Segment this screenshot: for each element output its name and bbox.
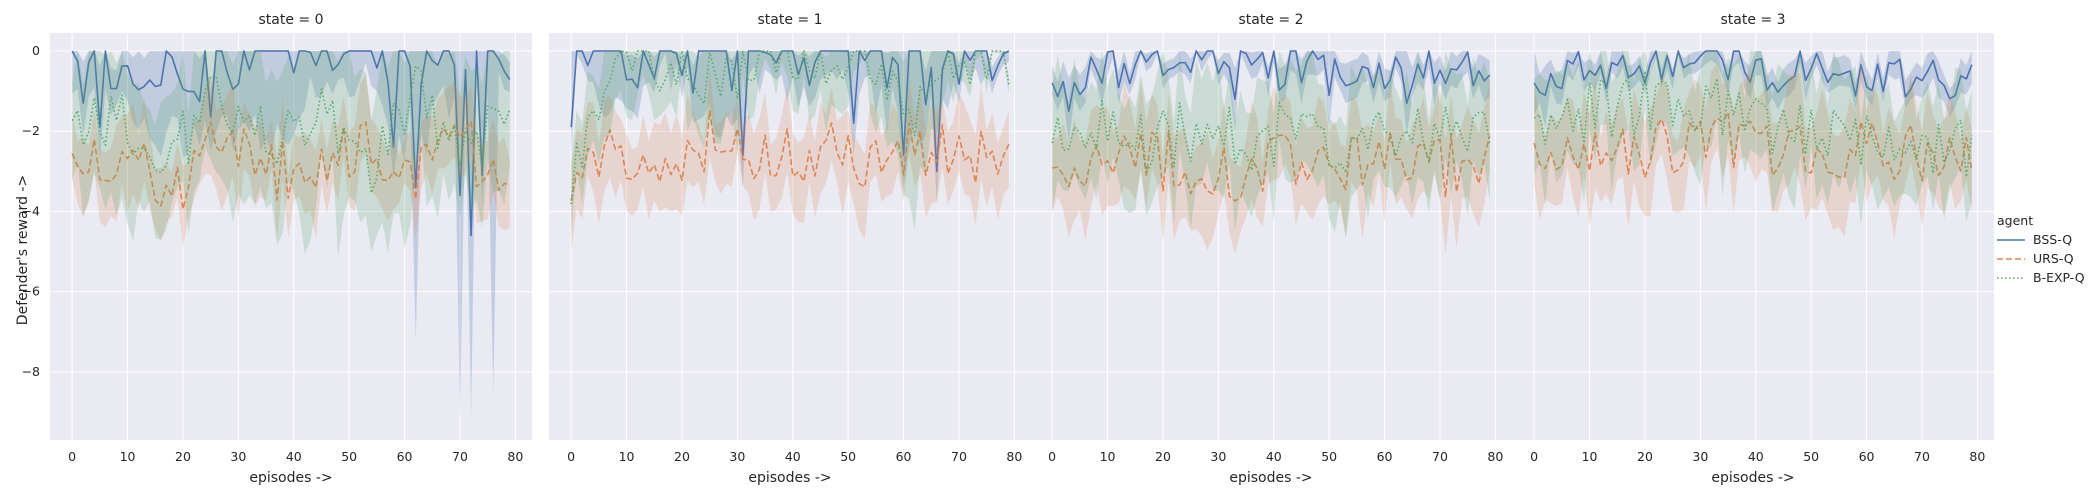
panel-title-1: state = 1 [757, 12, 822, 28]
panel-1: 0 10 20 30 40 50 60 70 80 state = 1 episodes -> [549, 12, 1031, 486]
legend-item-b-exp-q: B-EXP-Q [1997, 270, 2085, 285]
x-tick-label: 30 [1210, 449, 1226, 464]
x-axis-label-0: episodes -> [249, 470, 332, 486]
x-axis-label-3: episodes -> [1711, 470, 1794, 486]
x-tick-label: 20 [1637, 449, 1653, 464]
series-line-b-exp-q-panel-2 [1051, 99, 1491, 175]
panel-2: 0 10 20 30 40 50 60 70 80 state = 2 episodes -> [1030, 12, 1512, 486]
x-tick-label: 20 [674, 449, 690, 464]
x-tick-label: 10 [1582, 449, 1598, 464]
y-tick-label: −4 [22, 203, 40, 218]
series-line-urs-q-panel-0 [71, 120, 511, 210]
x-axis-label-1: episodes -> [748, 470, 831, 486]
x-tick-label: 40 [1748, 449, 1764, 464]
x-tick-label: 0 [567, 449, 575, 464]
legend-label-b-exp-q: B-EXP-Q [2033, 270, 2085, 285]
series-line-bss-q-panel-2 [1051, 50, 1491, 112]
x-tick-label: 40 [785, 449, 801, 464]
band-b-exp-q-panel-2 [1052, 51, 1490, 239]
band-b-exp-q-panel-1 [571, 51, 1009, 234]
x-tick-label: 30 [1692, 449, 1708, 464]
panel-0: 0 10 20 30 40 50 60 70 80 0 −2 −4 −6 −8 state = 0 episo… [22, 12, 532, 486]
x-tick-label: 80 [1006, 449, 1022, 464]
panel-title-0: state = 0 [258, 12, 323, 28]
panel-title-3: state = 3 [1720, 12, 1785, 28]
x-tick-label: 50 [840, 449, 856, 464]
band-bss-q-panel-2 [1052, 51, 1490, 144]
y-tick-label: −8 [22, 364, 40, 379]
band-b-exp-q-panel-3 [1534, 51, 1972, 226]
x-tick-label: 60 [896, 449, 912, 464]
legend-label-urs-q: URS-Q [2033, 251, 2074, 266]
x-tick-label: 70 [951, 449, 967, 464]
y-tick-label: 0 [32, 43, 40, 58]
legend-title: agent [1997, 213, 2033, 228]
x-tick-label: 60 [1377, 449, 1393, 464]
series-line-urs-q-panel-1 [570, 109, 1010, 202]
y-tick-label: −6 [22, 284, 40, 299]
x-tick-label: 60 [1859, 449, 1875, 464]
x-tick-label: 70 [452, 449, 468, 464]
x-tick-label: 40 [1266, 449, 1282, 464]
legend-label-bss-q: BSS-Q [2033, 232, 2072, 247]
panel-title-2: state = 2 [1238, 12, 1303, 28]
x-tick-label: 80 [507, 449, 523, 464]
x-tick-label: 80 [1969, 449, 1985, 464]
band-urs-q-panel-2 [1052, 78, 1490, 256]
band-urs-q-panel-3 [1534, 58, 1972, 239]
x-tick-label: 10 [1100, 449, 1116, 464]
x-tick-label: 30 [230, 449, 246, 464]
x-tick-label: 0 [68, 449, 76, 464]
series-line-bss-q-panel-3 [1533, 50, 1973, 100]
x-tick-label: 0 [1530, 449, 1538, 464]
x-tick-label: 60 [397, 449, 413, 464]
x-tick-label: 70 [1432, 449, 1448, 464]
legend-item-bss-q: BSS-Q [1997, 232, 2072, 247]
x-tick-label: 30 [729, 449, 745, 464]
series-line-urs-q-panel-3 [1533, 111, 1973, 182]
x-tick-label: 20 [175, 449, 191, 464]
series-line-b-exp-q-panel-0 [71, 65, 511, 194]
band-b-exp-q-panel-0 [72, 51, 510, 258]
panel-3: 0 10 20 30 40 50 60 70 80 state = 3 episodes -> [1512, 12, 1994, 486]
x-tick-label: 50 [1803, 449, 1819, 464]
x-tick-label: 70 [1914, 449, 1930, 464]
x-tick-label: 50 [1321, 449, 1337, 464]
x-tick-label: 20 [1155, 449, 1171, 464]
x-axis-label-2: episodes -> [1229, 470, 1312, 486]
x-tick-label: 10 [619, 449, 635, 464]
x-tick-label: 40 [286, 449, 302, 464]
band-bss-q-panel-0 [72, 51, 510, 420]
panels-group: 0 10 20 30 40 50 60 70 80 0 −2 −4 −6 −8 state = 0 episo… [22, 12, 1994, 486]
y-tick-label: −2 [22, 123, 40, 138]
series-line-bss-q-panel-0 [71, 50, 511, 237]
x-tick-label: 50 [341, 449, 357, 464]
y-axis-label: Defender's reward -> [15, 175, 31, 325]
legend-item-urs-q: URS-Q [1997, 251, 2074, 266]
x-tick-label: 0 [1048, 449, 1056, 464]
series-line-bss-q-panel-1 [570, 50, 1010, 173]
legend: agent BSS-Q URS-Q B-EXP-Q [1997, 213, 2085, 285]
x-tick-label: 80 [1487, 449, 1503, 464]
x-tick-label: 10 [120, 449, 136, 464]
series-line-urs-q-panel-2 [1052, 131, 1491, 202]
band-urs-q-panel-1 [571, 67, 1009, 252]
